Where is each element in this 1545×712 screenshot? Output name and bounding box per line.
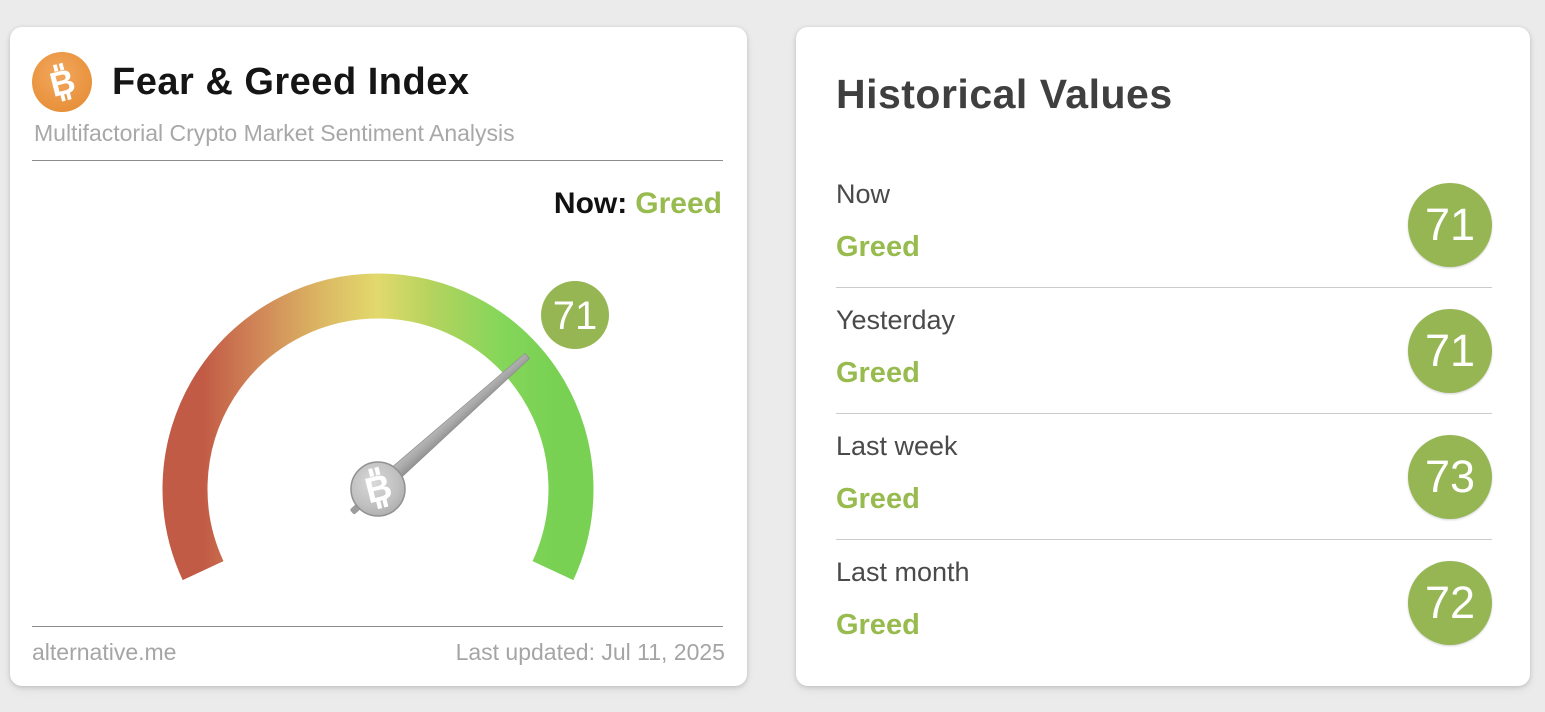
- history-row-yesterday: Yesterday Greed 71: [835, 288, 1492, 414]
- card-header: B Fear & Greed Index: [32, 52, 725, 112]
- card-footer: alternative.me Last updated: Jul 11, 202…: [32, 626, 725, 666]
- historical-values-card: Historical Values Now Greed 71 Yesterday…: [795, 27, 1530, 686]
- row-label: Last month: [835, 557, 970, 587]
- source-link[interactable]: alternative.me: [32, 639, 177, 665]
- fear-greed-card: B Fear & Greed Index Multifactorial Cryp…: [10, 27, 747, 686]
- footer-divider: [32, 626, 723, 627]
- gauge-value: 71: [553, 294, 598, 338]
- row-value-badge: 71: [1408, 308, 1492, 393]
- historical-title: Historical Values: [835, 71, 1173, 117]
- row-value-badge: 72: [1408, 560, 1492, 645]
- row-label: Last week: [835, 431, 958, 461]
- card-subtitle: Multifactorial Crypto Market Sentiment A…: [34, 120, 515, 146]
- last-updated: Last updated: Jul 11, 2025: [455, 639, 725, 665]
- current-classification-line: Now: Greed: [32, 187, 725, 221]
- history-row-now: Now Greed 71: [835, 162, 1492, 288]
- row-value-badge: 73: [1408, 434, 1492, 519]
- needle-hub: B: [350, 461, 407, 517]
- row-classification: Greed: [835, 609, 920, 641]
- history-row-last-week: Last week Greed 73: [835, 414, 1492, 540]
- row-label: Now: [835, 179, 890, 209]
- gauge-arc: [163, 273, 594, 581]
- now-label: Now:: [553, 187, 628, 220]
- row-classification: Greed: [835, 483, 920, 515]
- gauge-chart: B 71: [163, 273, 610, 581]
- historical-rows: Now Greed 71 Yesterday Greed 71 Last wee…: [835, 162, 1492, 665]
- row-classification: Greed: [835, 231, 920, 263]
- row-classification: Greed: [835, 357, 920, 389]
- row-label: Yesterday: [835, 305, 956, 335]
- row-value-badge: 71: [1408, 182, 1492, 267]
- history-row-last-month: Last month Greed 72: [836, 540, 1492, 665]
- bitcoin-icon: B: [32, 52, 92, 112]
- header-divider: [32, 160, 723, 161]
- now-classification: Greed: [635, 187, 722, 220]
- gauge-value-badge: 71: [541, 281, 610, 349]
- card-title: Fear & Greed Index: [112, 60, 470, 103]
